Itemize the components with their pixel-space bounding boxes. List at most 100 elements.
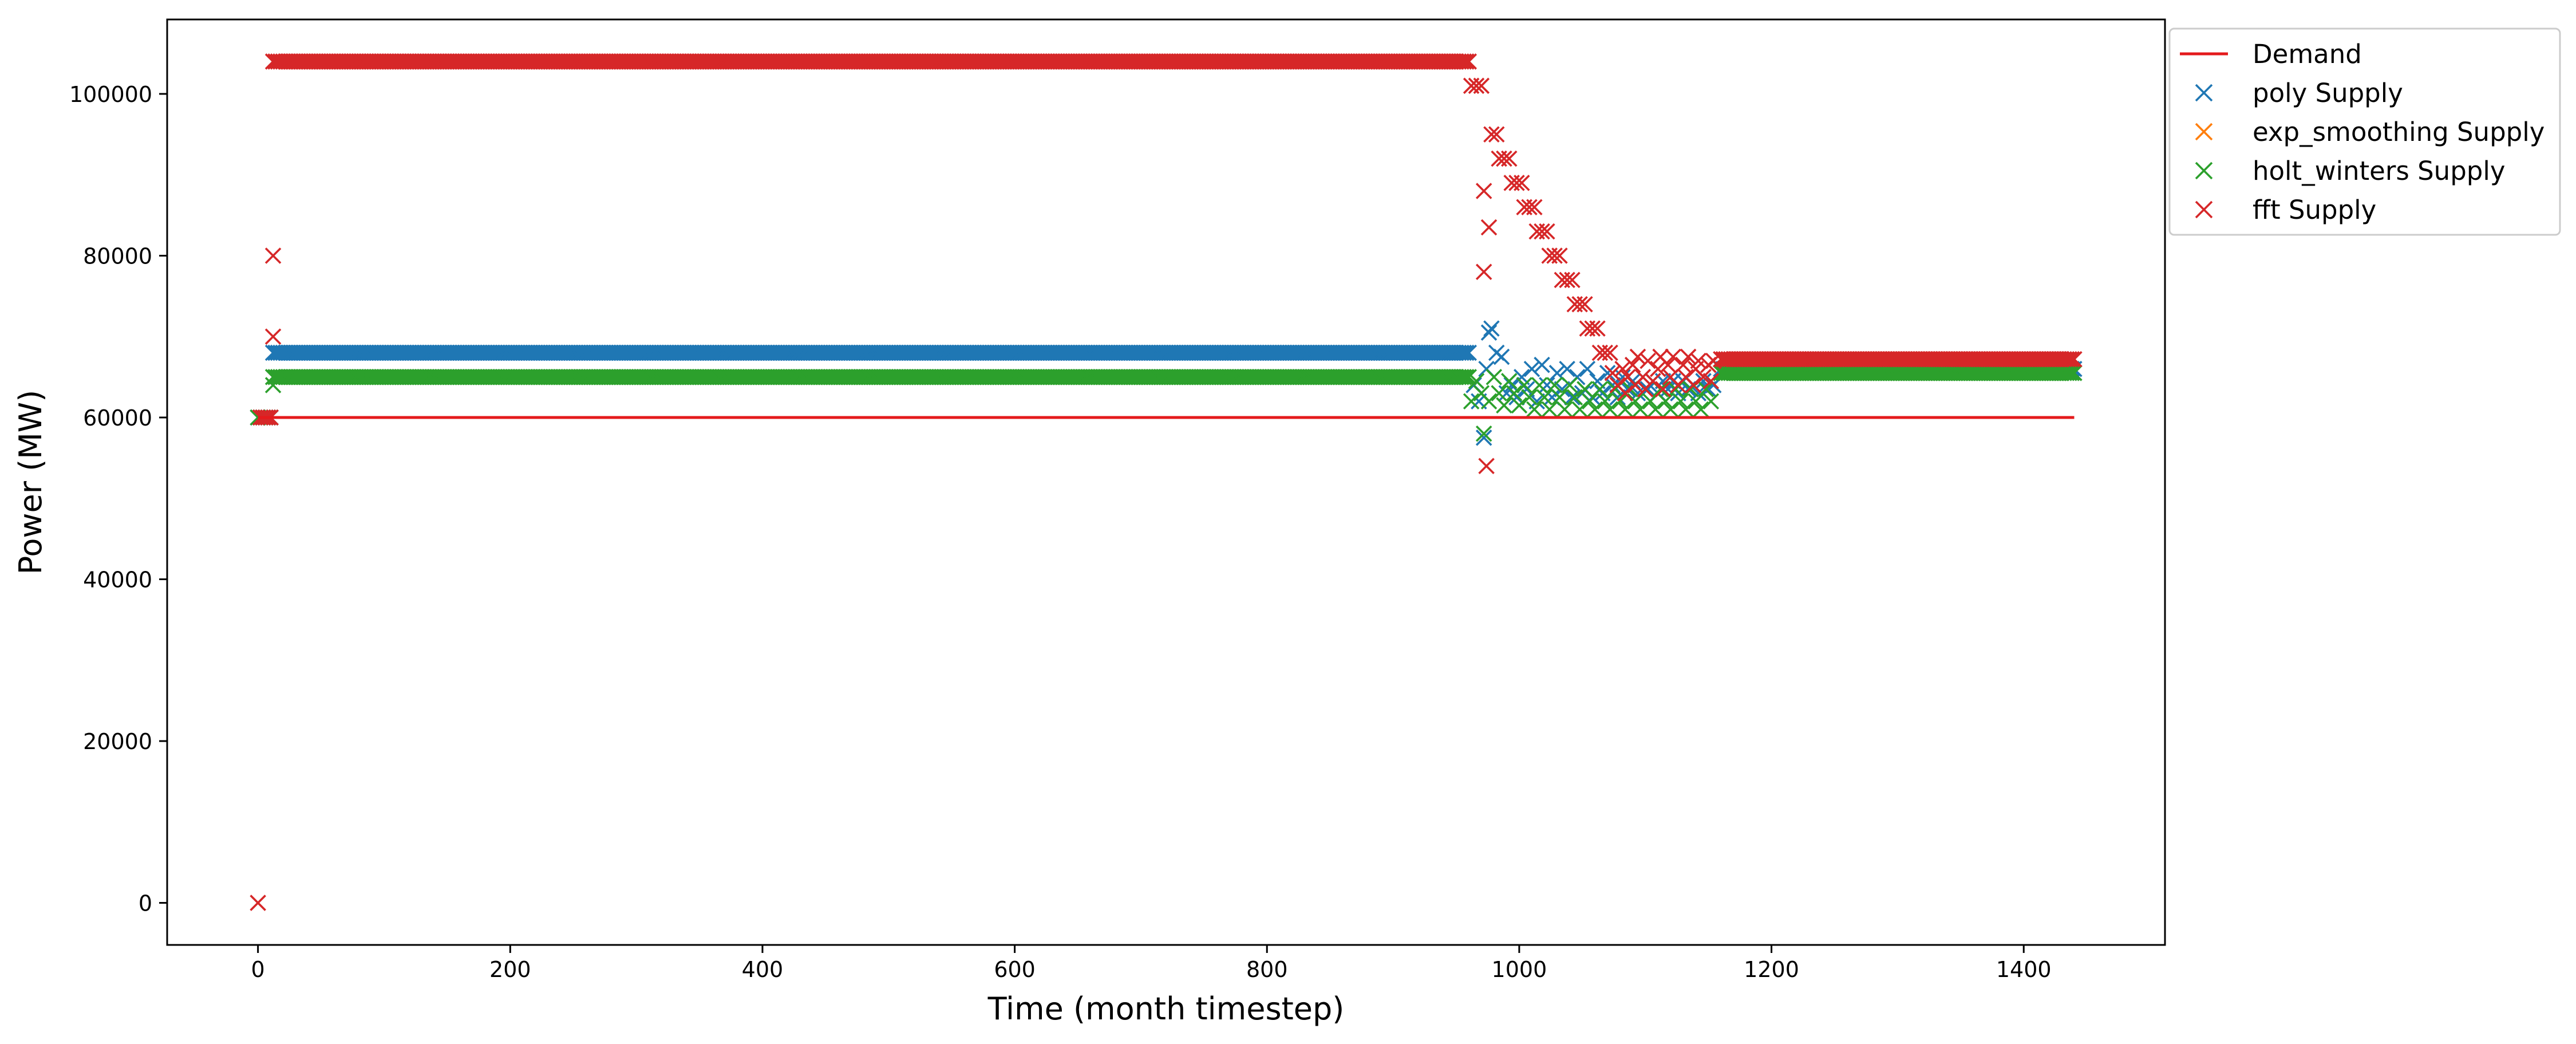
legend-label: exp_smoothing Supply	[2253, 117, 2545, 147]
data-point	[1475, 263, 1492, 280]
data-point	[1677, 401, 1694, 418]
data-point	[264, 377, 282, 393]
data-point	[1577, 381, 1593, 397]
data-point	[1614, 369, 1631, 385]
data-point	[1534, 223, 1550, 240]
data-point	[1599, 365, 1616, 381]
data-point	[1501, 373, 1518, 389]
data-point	[1463, 393, 1480, 410]
data-point	[1559, 360, 1575, 377]
data-point	[1639, 352, 1656, 369]
data-point	[1453, 344, 1469, 361]
legend-marker-swatch	[2195, 161, 2213, 180]
data-point	[1496, 397, 1512, 414]
data-point	[1521, 199, 1538, 215]
data-point	[1468, 77, 1485, 94]
data-point	[1665, 348, 1681, 365]
data-point	[1556, 401, 1573, 418]
data-point	[1460, 369, 1477, 385]
y-tick-label: 100000	[69, 82, 152, 107]
data-point	[2061, 351, 2077, 368]
y-tick-label: 40000	[83, 568, 152, 593]
data-point	[2058, 365, 2075, 381]
data-point	[2066, 365, 2083, 381]
data-point	[1705, 352, 1722, 369]
plot-area	[250, 53, 2083, 911]
legend-label: poly Supply	[2253, 78, 2403, 108]
data-point	[1501, 150, 1518, 167]
data-point	[1526, 401, 1543, 418]
legend-marker-swatch	[2195, 123, 2213, 141]
data-point	[1695, 369, 1712, 385]
data-point	[1577, 296, 1593, 313]
data-point	[1589, 320, 1606, 337]
data-point	[1511, 397, 1528, 414]
series-3	[250, 365, 2083, 442]
data-point	[1614, 360, 1631, 377]
data-point	[1458, 369, 1475, 385]
data-point	[1582, 393, 1598, 410]
data-point	[1662, 401, 1679, 418]
data-point	[1508, 175, 1525, 191]
data-point	[1468, 373, 1485, 389]
data-point	[1516, 377, 1533, 393]
data-point	[1645, 373, 1661, 389]
data-point	[1692, 401, 1709, 418]
data-point	[1624, 356, 1641, 373]
legend-label: fft Supply	[2253, 195, 2376, 225]
data-point	[1672, 393, 1689, 410]
data-point	[264, 247, 282, 264]
data-point	[1460, 53, 1477, 70]
data-point	[1455, 369, 1472, 385]
y-tick-label: 20000	[83, 729, 152, 754]
data-point	[1619, 381, 1636, 397]
data-point	[1546, 247, 1563, 264]
y-tick-label: 0	[139, 891, 152, 916]
data-point	[1688, 393, 1704, 410]
legend: Demand poly Supply exp_smoothing Supply hol…	[2168, 27, 2561, 236]
data-point	[1453, 53, 1469, 70]
data-point	[1531, 377, 1548, 393]
data-point	[1579, 360, 1596, 377]
data-point	[1597, 393, 1614, 410]
series-4	[250, 53, 2083, 911]
data-point	[1485, 369, 1503, 385]
data-point	[1539, 223, 1555, 240]
data-point	[1647, 401, 1664, 418]
data-point	[1559, 271, 1575, 289]
data-point	[1460, 344, 1477, 361]
data-point	[1458, 53, 1475, 70]
data-point	[1602, 344, 1618, 361]
data-point	[1483, 320, 1500, 337]
data-point	[1475, 425, 1492, 442]
data-point	[1475, 430, 1492, 446]
x-tick-label: 1200	[1744, 957, 1799, 982]
data-point	[2061, 365, 2077, 381]
x-tick-label: 200	[489, 957, 531, 982]
data-point	[1561, 377, 1578, 393]
x-tick-label: 1400	[1996, 957, 2052, 982]
y-tick-label: 80000	[83, 243, 152, 269]
data-point	[1632, 401, 1649, 418]
data-point	[1680, 348, 1697, 365]
x-tick-label: 400	[742, 957, 784, 982]
data-point	[1473, 77, 1490, 94]
data-point	[1521, 389, 1538, 405]
data-point	[1690, 352, 1707, 369]
y-axis-title: Power (MW)	[13, 390, 49, 575]
data-point	[1506, 385, 1523, 401]
data-point	[1564, 271, 1581, 289]
data-point	[1566, 389, 1583, 405]
legend-label: holt_winters Supply	[2253, 156, 2505, 186]
legend-box	[2168, 27, 2561, 236]
data-point	[2063, 365, 2080, 381]
data-point	[250, 895, 266, 911]
data-point	[1571, 401, 1588, 418]
data-point	[1493, 348, 1510, 365]
data-point	[1551, 247, 1568, 264]
data-point	[1534, 356, 1550, 373]
data-point	[1526, 199, 1543, 215]
data-point	[2066, 351, 2083, 368]
data-point	[264, 328, 282, 345]
